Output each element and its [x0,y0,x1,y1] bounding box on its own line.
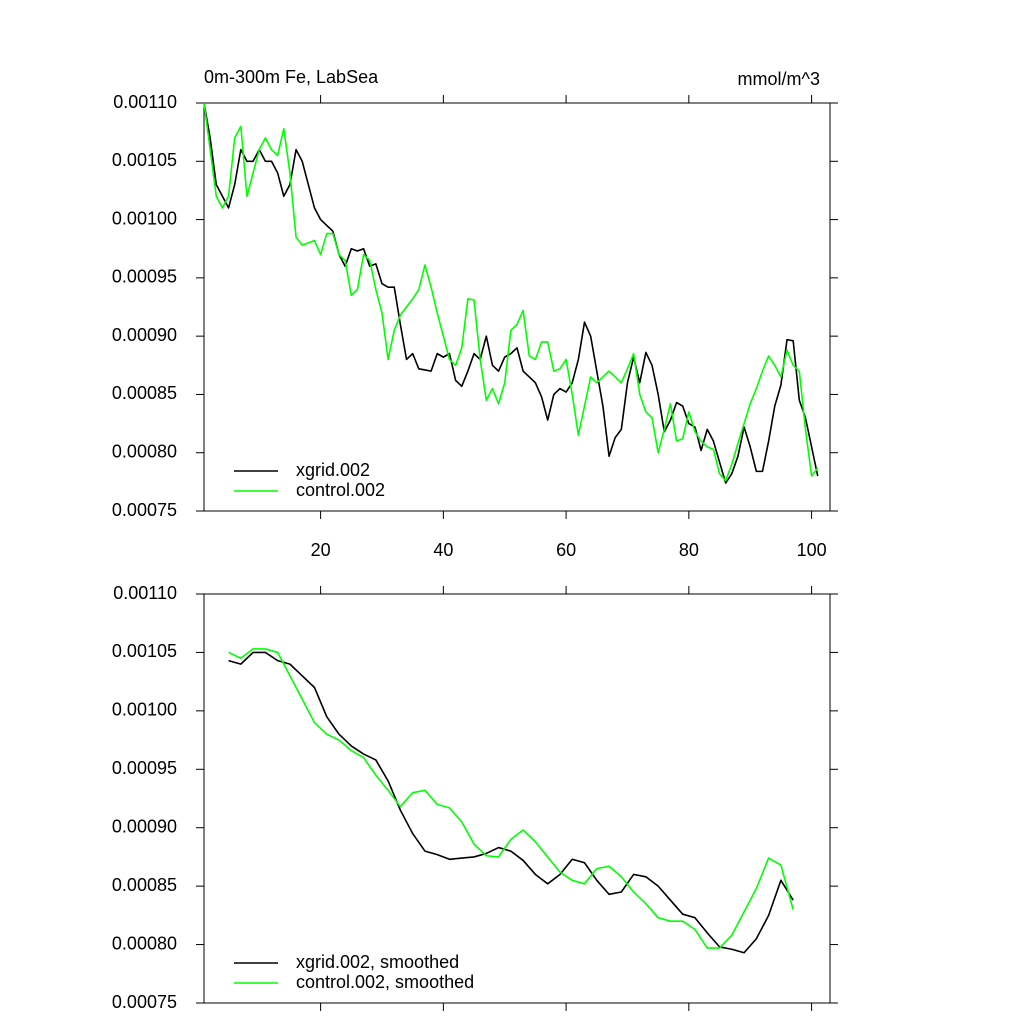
y-tick-label: 0.00090 [112,325,177,345]
x-tick-label: 80 [679,540,699,560]
legend-label: control.002 [296,480,385,500]
y-tick-label: 0.00100 [112,700,177,720]
legend-label: control.002, smoothed [296,972,474,992]
units-label: mmol/m^3 [738,69,820,89]
x-tick-label: 60 [556,540,576,560]
y-tick-label: 0.00110 [113,583,177,603]
y-tick-label: 0.00080 [112,441,177,461]
y-tick-label: 0.00105 [112,641,177,661]
data-line [203,102,819,482]
legend-label: xgrid.002, smoothed [296,952,459,972]
y-tick-label: 0.00095 [112,758,177,778]
x-tick-label: 100 [797,540,827,560]
y-tick-label: 0.00085 [112,875,177,895]
y-tick-label: 0.00110 [113,92,177,112]
y-tick-label: 0.00095 [112,267,177,287]
y-tick-label: 0.00100 [112,208,177,228]
data-line [203,102,819,484]
x-tick-label: 20 [311,540,331,560]
y-tick-label: 0.00080 [112,933,177,953]
legend-label: xgrid.002 [296,460,370,480]
y-tick-label: 0.00075 [112,992,177,1012]
data-line [228,651,794,954]
x-tick-label: 40 [433,540,453,560]
y-tick-label: 0.00075 [112,500,177,520]
chart-title: 0m-300m Fe, LabSea [204,67,379,87]
data-line [228,648,794,949]
y-tick-label: 0.00090 [112,816,177,836]
plot-frame [203,102,831,512]
plot-frame [203,593,831,1004]
y-tick-label: 0.00105 [112,150,177,170]
y-tick-label: 0.00085 [112,383,177,403]
